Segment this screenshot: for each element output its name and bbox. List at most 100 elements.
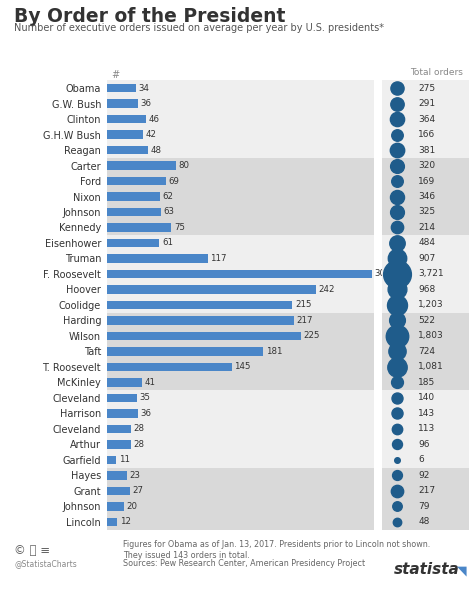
- Text: 3,721: 3,721: [419, 270, 444, 278]
- Bar: [0, 80, 474, 96]
- Text: Total orders: Total orders: [410, 68, 463, 77]
- Bar: [107, 84, 136, 92]
- Bar: [0, 437, 474, 452]
- Text: 1,081: 1,081: [419, 362, 444, 371]
- Bar: [107, 331, 301, 340]
- Point: [393, 455, 401, 465]
- Point: [393, 486, 401, 496]
- Text: 80: 80: [178, 161, 189, 170]
- Bar: [107, 254, 208, 263]
- Point: [393, 347, 401, 356]
- Point: [393, 517, 401, 527]
- Bar: [0, 158, 474, 173]
- Text: 140: 140: [419, 393, 436, 402]
- Point: [393, 253, 401, 263]
- Bar: [90, 96, 474, 111]
- Bar: [0, 142, 474, 158]
- Bar: [0, 281, 474, 297]
- Bar: [0, 514, 474, 530]
- Text: ◥: ◥: [457, 564, 467, 577]
- Text: 307: 307: [374, 270, 391, 278]
- Text: 346: 346: [419, 192, 436, 201]
- Text: 12: 12: [119, 517, 131, 527]
- Bar: [90, 452, 474, 468]
- Text: 35: 35: [139, 393, 150, 402]
- Text: 145: 145: [235, 362, 251, 371]
- Bar: [90, 313, 474, 328]
- Point: [393, 284, 401, 294]
- Point: [393, 207, 401, 217]
- Bar: [0, 250, 474, 266]
- Point: [393, 83, 401, 93]
- Bar: [90, 266, 474, 281]
- Bar: [107, 239, 159, 248]
- Text: 63: 63: [164, 208, 174, 217]
- Text: 215: 215: [295, 300, 311, 309]
- Bar: [90, 499, 474, 514]
- Bar: [90, 250, 474, 266]
- Bar: [107, 115, 146, 123]
- Bar: [90, 189, 474, 204]
- Bar: [0, 328, 474, 344]
- Text: 36: 36: [140, 409, 151, 418]
- Bar: [107, 192, 160, 201]
- Point: [393, 145, 401, 155]
- Bar: [0, 344, 474, 359]
- Bar: [0, 406, 474, 421]
- Bar: [90, 220, 474, 235]
- Bar: [107, 146, 148, 154]
- Text: 242: 242: [319, 285, 335, 294]
- Bar: [0, 483, 474, 499]
- Bar: [0, 189, 474, 204]
- Text: 79: 79: [419, 502, 430, 511]
- Point: [393, 176, 401, 186]
- Bar: [90, 359, 474, 375]
- Bar: [90, 235, 474, 250]
- Text: 62: 62: [163, 192, 174, 201]
- Bar: [107, 177, 166, 185]
- Text: statista: statista: [394, 562, 460, 577]
- Point: [393, 316, 401, 325]
- Point: [393, 502, 401, 511]
- Text: © ⓘ ≡: © ⓘ ≡: [14, 544, 50, 558]
- Point: [393, 471, 401, 480]
- Bar: [107, 502, 124, 511]
- Point: [393, 130, 401, 139]
- Bar: [107, 518, 117, 526]
- Bar: [0, 452, 474, 468]
- Bar: [0, 266, 474, 281]
- Text: 166: 166: [419, 130, 436, 139]
- Point: [393, 378, 401, 387]
- Text: 364: 364: [419, 115, 436, 124]
- Bar: [107, 285, 316, 294]
- Bar: [107, 440, 131, 449]
- Bar: [0, 468, 474, 483]
- Text: 61: 61: [162, 239, 173, 248]
- Bar: [0, 173, 474, 189]
- Text: 92: 92: [419, 471, 430, 480]
- Text: 48: 48: [151, 146, 162, 155]
- Bar: [90, 328, 474, 344]
- Point: [393, 114, 401, 124]
- Bar: [90, 204, 474, 220]
- Bar: [90, 406, 474, 421]
- Text: #: #: [111, 70, 119, 80]
- Bar: [0, 359, 474, 375]
- Text: 69: 69: [169, 177, 180, 186]
- Text: 907: 907: [419, 254, 436, 263]
- Bar: [107, 161, 176, 170]
- Text: 48: 48: [419, 517, 430, 527]
- Text: 181: 181: [265, 347, 282, 356]
- Point: [393, 440, 401, 449]
- Text: 225: 225: [304, 331, 320, 340]
- Bar: [0, 297, 474, 313]
- Bar: [0, 204, 474, 220]
- Bar: [107, 487, 130, 495]
- Bar: [90, 111, 474, 127]
- Bar: [107, 316, 294, 325]
- Bar: [90, 483, 474, 499]
- Point: [393, 192, 401, 201]
- Text: 214: 214: [419, 223, 436, 232]
- Point: [393, 331, 401, 341]
- Bar: [107, 99, 138, 108]
